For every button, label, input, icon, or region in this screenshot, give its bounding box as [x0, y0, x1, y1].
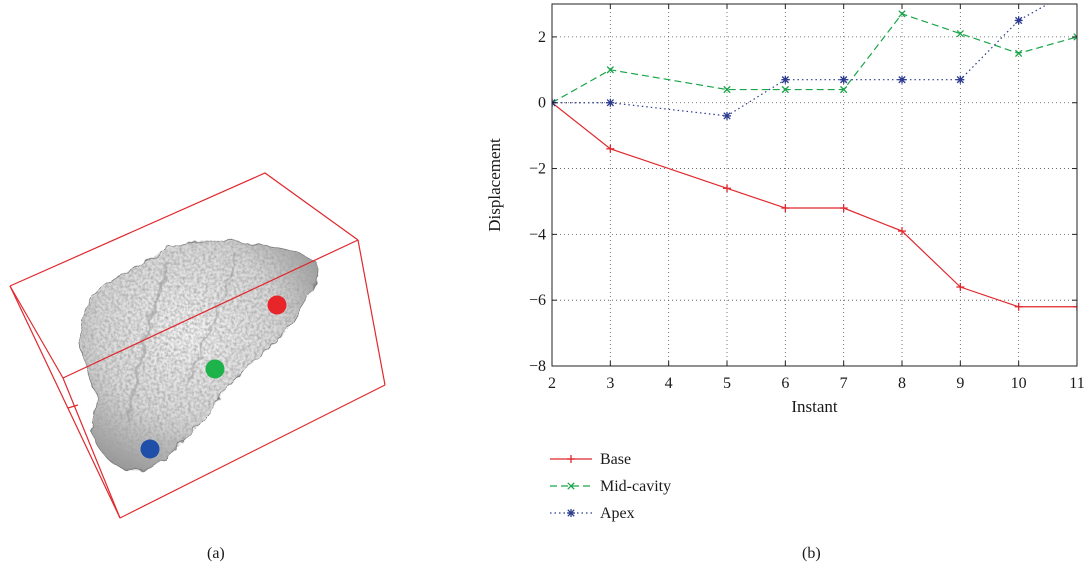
mid-cavity-point [781, 85, 789, 94]
legend-label: Apex [600, 505, 635, 522]
base-line [552, 102, 1077, 308]
x-axis-label: Instant [791, 397, 838, 416]
mid-cavity-point [723, 85, 731, 94]
panel-a: (a) [0, 0, 440, 569]
legend-marker [567, 482, 575, 490]
base-point [1014, 302, 1023, 311]
mid-cavity-point [840, 85, 848, 94]
legend-item-mid-cavity: Mid-cavity [550, 478, 671, 495]
series-base [552, 98, 1077, 311]
base-point [723, 184, 731, 193]
apex-point [723, 111, 731, 120]
legend-label: Base [600, 451, 631, 468]
ventricle-surface [80, 239, 319, 472]
green-marker [205, 359, 225, 379]
apex-point [1014, 16, 1023, 25]
x-tick-label: 2 [548, 375, 556, 392]
legend-item-base: Base [550, 451, 631, 468]
x-tick-label: 9 [956, 375, 964, 392]
series-lines [552, 4, 1077, 311]
mid-cavity-point [606, 66, 614, 74]
apex-point [898, 75, 906, 84]
base-point [956, 283, 965, 292]
bounding-box-front [9, 239, 386, 519]
displacement-chart: 2 3 4 5 6 7 8 9 10 11 −8 −6 −4 −2 0 2 Instant Displacem… [485, 3, 1085, 522]
red-marker [267, 295, 287, 315]
series-apex [552, 4, 1050, 120]
x-tick-label: 10 [1011, 375, 1027, 392]
y-tick-label: 0 [538, 95, 546, 112]
bounding-box [9, 172, 359, 287]
surface-figure [9, 172, 386, 519]
y-tick-label: −4 [529, 226, 546, 243]
panel-b: 2 3 4 5 6 7 8 9 10 11 −8 −6 −4 −2 0 2 Instant Displacem… [440, 0, 1091, 569]
x-tick-label: 7 [840, 375, 848, 392]
y-tick-label: −2 [529, 161, 546, 178]
apex-line [552, 4, 1050, 117]
x-tick-label: 4 [665, 375, 673, 392]
grid [552, 4, 1077, 366]
legend-marker [567, 455, 575, 463]
y-tick-label: 2 [538, 29, 546, 46]
base-point [839, 204, 848, 213]
apex-point [839, 75, 848, 84]
mid-cavity-point [1015, 49, 1023, 58]
legend-marker [567, 509, 575, 517]
base-point [1073, 302, 1077, 311]
x-tick-label: 3 [606, 375, 614, 392]
blue-marker [140, 439, 160, 459]
base-point [898, 227, 906, 236]
ticks: 2 3 4 5 6 7 8 9 10 11 −8 −6 −4 −2 0 2 [529, 4, 1085, 392]
mid-cavity-line [552, 13, 1077, 104]
caption-b: (b) [802, 545, 821, 562]
y-tick-label: −6 [529, 292, 546, 309]
caption-a: (a) [207, 545, 225, 562]
x-tick-label: 6 [781, 375, 789, 392]
y-tick-label: −8 [529, 358, 546, 375]
x-tick-label: 11 [1069, 375, 1084, 392]
apex-point [781, 75, 790, 84]
x-tick-label: 5 [723, 375, 731, 392]
plot-frame [551, 3, 1078, 367]
series-mid-cavity [552, 10, 1077, 107]
legend-label: Mid-cavity [600, 478, 671, 495]
apex-point [606, 98, 615, 107]
apex-point [956, 75, 965, 84]
base-point [606, 144, 615, 153]
y-axis-label: Displacement [485, 138, 504, 232]
base-point [781, 204, 790, 213]
x-tick-label: 8 [898, 375, 906, 392]
mid-cavity-point [1073, 33, 1077, 41]
legend: Base Mid-cavity Apex [550, 451, 671, 522]
mid-cavity-point [956, 29, 964, 38]
mid-cavity-point [898, 10, 906, 18]
legend-item-apex: Apex [550, 505, 635, 522]
